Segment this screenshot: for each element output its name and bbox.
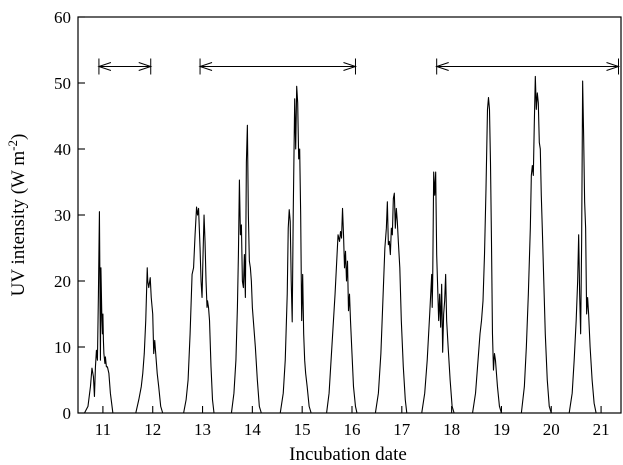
axes: 0 10 20 30 40 50 60 11 12 13 14 15 16 17 18 19 20 21 <box>54 8 622 439</box>
x-tick-label: 14 <box>244 420 262 439</box>
x-axis-title: Incubation date <box>289 444 407 465</box>
plot-frame <box>77 16 622 414</box>
arrowhead <box>97 62 112 71</box>
period-double-arrow <box>435 58 621 75</box>
y-tick-label: 20 <box>54 272 71 291</box>
x-tick-label: 13 <box>194 420 211 439</box>
y-axis-title-exponent: -2 <box>5 140 20 151</box>
y-tick-label: 40 <box>54 140 71 159</box>
y-tick-label: 50 <box>54 74 71 93</box>
x-tick-label: 12 <box>144 420 161 439</box>
y-tick-label: 0 <box>63 404 72 423</box>
x-tick-label: 11 <box>95 420 111 439</box>
arrowhead <box>343 62 358 71</box>
y-tick-label: 60 <box>54 8 71 27</box>
series-layer <box>78 75 621 414</box>
x-tick-label: 16 <box>343 420 360 439</box>
arrowhead <box>198 62 213 71</box>
y-axis-title: UV intensity (W m-2) <box>5 134 29 297</box>
y-axis-title-main: UV intensity (W m <box>8 151 29 297</box>
uv-intensity-line <box>78 75 621 414</box>
x-tick-label: 20 <box>543 420 560 439</box>
period-double-arrow <box>198 58 358 75</box>
period-double-arrow <box>97 58 153 75</box>
arrowhead <box>138 62 153 71</box>
y-axis-title-close: ) <box>8 134 29 140</box>
annotation-layer <box>97 58 621 75</box>
x-tick-label: 15 <box>294 420 311 439</box>
x-tick-label: 21 <box>593 420 610 439</box>
x-tick-label: 18 <box>443 420 460 439</box>
x-tick-label: 19 <box>493 420 510 439</box>
arrowhead <box>435 62 449 71</box>
y-tick-label: 30 <box>54 206 71 225</box>
x-tick-label: 17 <box>393 420 411 439</box>
arrowhead <box>606 62 621 71</box>
y-tick-label: 10 <box>54 338 71 357</box>
